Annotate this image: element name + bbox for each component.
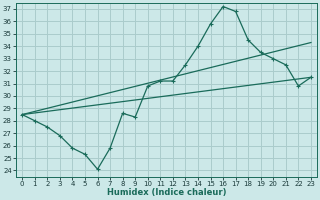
X-axis label: Humidex (Indice chaleur): Humidex (Indice chaleur) xyxy=(107,188,226,197)
